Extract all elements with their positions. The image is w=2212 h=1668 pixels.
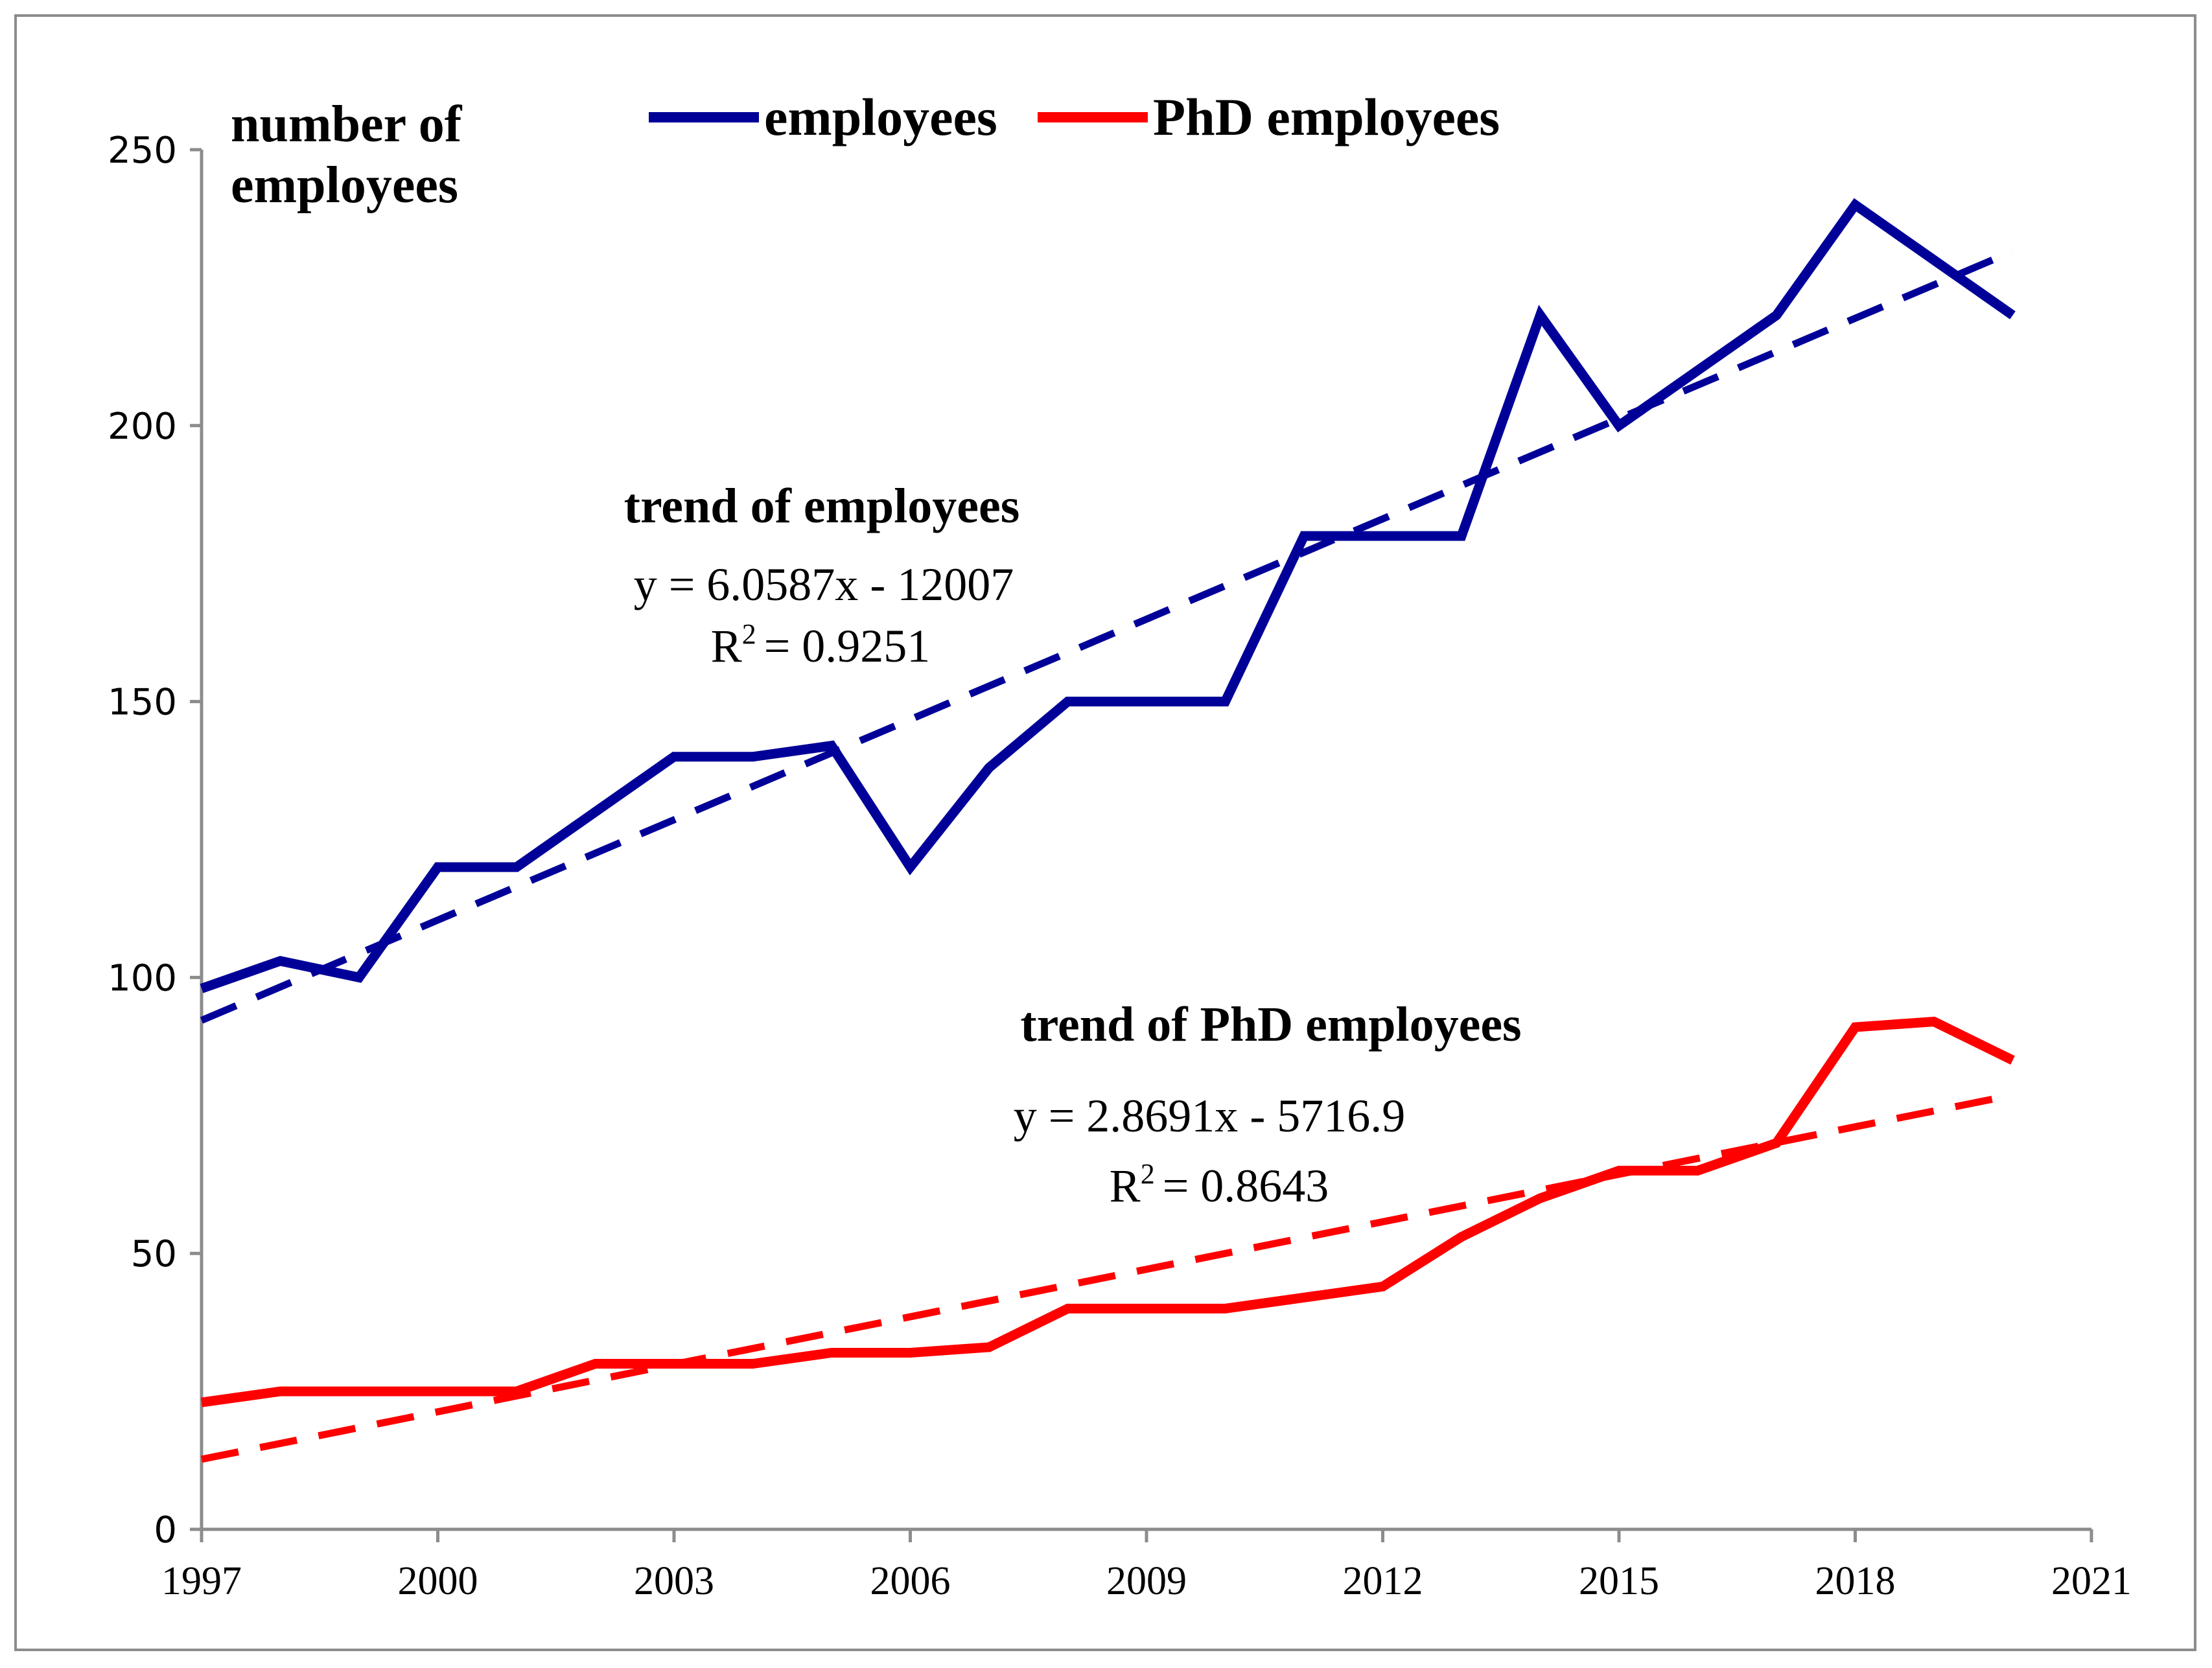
y-tick-label: 250 <box>108 130 177 172</box>
trend-equation-phd-employees-suffix: - 5716.9 <box>1250 1090 1405 1142</box>
y-tick-label: 150 <box>108 682 177 724</box>
y-tick-label: 0 <box>154 1509 177 1551</box>
y-tick-label: 200 <box>108 406 177 448</box>
trend-r2-phd-employees: R2 = 0.8643 <box>1110 1158 1329 1212</box>
trend-r2-employees-label: R <box>711 620 742 672</box>
trend-r2-phd-employees-exp: 2 <box>1141 1158 1155 1190</box>
x-tick-label: 2006 <box>870 1559 951 1603</box>
trend-annotation-employees: trend of employees y = 6.0587x - 12007 R2… <box>624 479 1020 672</box>
x-tick-label: 2003 <box>634 1559 714 1603</box>
trend-title-phd-employees: trend of PhD employees <box>1020 997 1521 1052</box>
trend-r2-phd-employees-label: R <box>1110 1160 1141 1212</box>
x-tick-label: 2015 <box>1579 1559 1659 1603</box>
x-axis-ticks: 1997 2000 2003 2006 2009 2012 2015 2018 2021 <box>161 1529 2132 1603</box>
trendline-employees <box>200 248 2014 1024</box>
trend-r2-employees: R2 = 0.9251 <box>711 618 931 672</box>
chart-frame: 0 50 100 150 200 250 1997 2000 2003 2006 2009 2012… <box>14 14 2196 1651</box>
x-tick-label: 2009 <box>1106 1559 1187 1603</box>
trend-r2-employees-value: = 0.9251 <box>764 620 931 672</box>
x-tick-label: 2021 <box>2051 1559 2132 1603</box>
legend-label-employees: employees <box>764 87 997 146</box>
legend: employees PhD employees <box>649 87 1500 146</box>
trend-equation-phd-employees: y = 2.8691x - 5716.9 <box>1014 1090 1406 1142</box>
legend-label-phd-employees: PhD employees <box>1153 87 1500 146</box>
series-lines <box>200 198 2016 1407</box>
trend-title-employees: trend of employees <box>624 479 1020 533</box>
trend-equation-employees: y = 6.0587x - 12007 <box>634 559 1014 610</box>
y-axis-label-line-1: number of <box>231 96 463 153</box>
x-tick-label: 2000 <box>398 1559 478 1603</box>
trend-annotation-phd-employees: trend of PhD employees y = 2.8691x - 5716… <box>1014 997 1522 1212</box>
trendline-phd-employees <box>200 1091 2014 1463</box>
line-chart: 0 50 100 150 200 250 1997 2000 2003 2006 2009 2012… <box>108 87 2132 1603</box>
y-tick-label: 50 <box>131 1233 177 1275</box>
trend-r2-employees-exp: 2 <box>742 618 756 650</box>
trend-equation-employees-prefix: y = 6.0587x <box>634 559 859 610</box>
series-line-employees <box>200 198 2016 993</box>
x-tick-label: 2018 <box>1815 1559 1896 1603</box>
series-line-phd-employees <box>200 1016 2015 1407</box>
trend-equation-employees-suffix: - 12007 <box>870 559 1014 610</box>
y-axis-ticks: 0 50 100 150 200 250 <box>108 130 202 1551</box>
trend-lines <box>200 248 2014 1463</box>
x-tick-label: 1997 <box>161 1559 242 1603</box>
trend-r2-phd-employees-value: = 0.8643 <box>1163 1160 1329 1212</box>
y-axis-label-line-2: employees <box>231 157 458 214</box>
x-tick-label: 2012 <box>1343 1559 1423 1603</box>
trend-equation-phd-employees-prefix: y = 2.8691x <box>1014 1090 1239 1142</box>
y-tick-label: 100 <box>108 957 177 999</box>
